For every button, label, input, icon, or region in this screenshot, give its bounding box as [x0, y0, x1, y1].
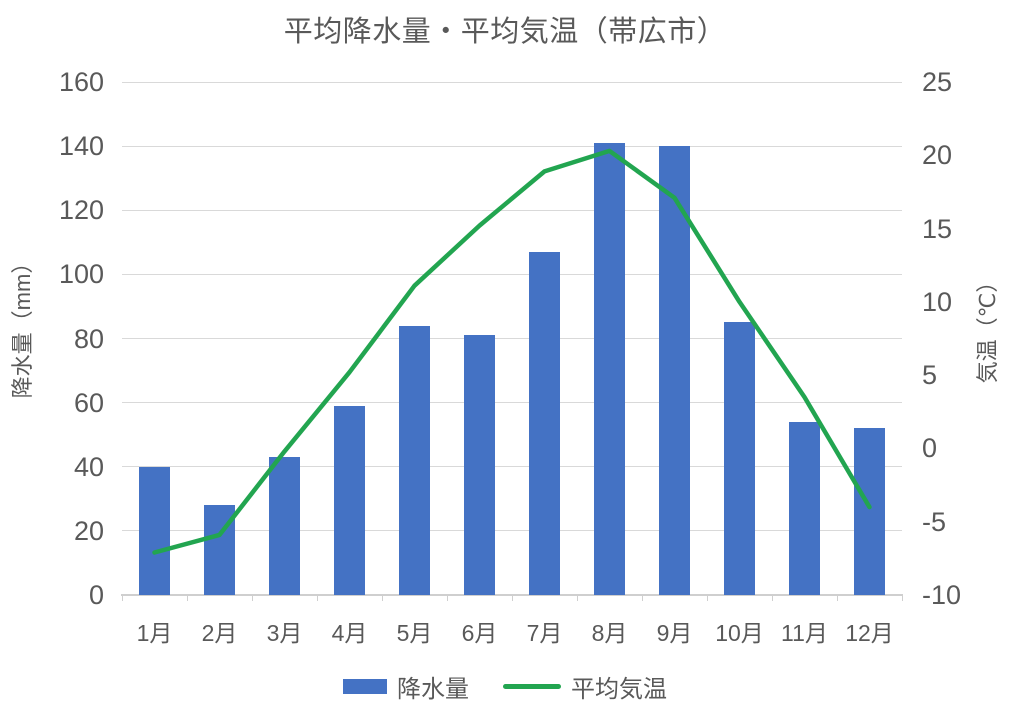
bar-3: [269, 457, 300, 595]
gridline-80: [122, 338, 902, 339]
gridline-20: [122, 530, 902, 532]
x-axis-label-9: 9月: [656, 620, 693, 646]
x-axis-label-1: 1月: [136, 620, 173, 646]
left-axis-tick-100: 100: [58, 259, 104, 290]
gridline-100: [122, 273, 902, 275]
right-axis-tick-20: 20: [922, 140, 953, 171]
gridline-160: [122, 81, 902, 83]
x-axis-tick: [512, 595, 513, 601]
bar-12: [854, 428, 885, 595]
right-axis-tick-0: 0: [922, 433, 938, 464]
x-axis-label-8: 8月: [591, 620, 628, 646]
x-axis-label-10: 10月: [715, 620, 764, 646]
bar-7: [529, 251, 560, 595]
gridline-140: [122, 145, 902, 147]
right-axis-tick-5: 5: [922, 360, 938, 391]
left-axis-tick-80: 80: [73, 323, 104, 354]
left-axis-tick-20: 20: [73, 515, 104, 546]
x-axis-tick: [902, 595, 903, 601]
bar-5: [399, 325, 430, 595]
gridline-40: [122, 466, 902, 468]
left-axis-tick-140: 140: [58, 131, 104, 162]
gridline-60: [122, 402, 902, 404]
legend-label-precipitation: 降水量: [397, 675, 469, 703]
right-axis-tick-10: 10: [922, 286, 953, 317]
left-axis-tick-60: 60: [73, 387, 104, 418]
bar-4: [334, 405, 365, 595]
legend-item-precipitation: 降水量: [343, 669, 469, 704]
x-axis-label-7: 7月: [526, 620, 563, 646]
left-axis-tick-0: 0: [88, 580, 104, 610]
x-axis-label-3: 3月: [266, 620, 303, 646]
bar-1: [139, 466, 170, 595]
x-axis-label-12: 12月: [845, 620, 894, 646]
right-axis-tick--5: -5: [922, 506, 947, 537]
right-axis-tick-25: 25: [922, 67, 953, 97]
x-axis-label-11: 11月: [781, 620, 828, 646]
temperature-line: [152, 148, 872, 555]
left-axis-tick-40: 40: [73, 451, 104, 482]
bar-11: [789, 421, 820, 595]
left-axis-tick-120: 120: [58, 195, 104, 226]
x-axis-tick: [642, 595, 643, 601]
chart-title: 平均降水量・平均気温（帯広市）: [283, 16, 727, 48]
x-axis-tick: [382, 595, 383, 601]
bar-10: [724, 322, 755, 595]
x-axis-label-6: 6月: [461, 620, 498, 646]
right-axis-tick--10: -10: [922, 580, 962, 610]
temperature-swatch-icon: [503, 683, 561, 689]
precipitation-swatch-icon: [343, 678, 387, 694]
right-axis-tick-15: 15: [922, 213, 953, 244]
bar-8: [594, 142, 625, 595]
x-axis-label-4: 4月: [331, 620, 368, 646]
x-axis-tick: [772, 595, 773, 601]
x-axis-tick: [252, 595, 253, 601]
gridline-120: [122, 209, 902, 211]
x-axis-tick: [837, 595, 838, 601]
x-axis-label-5: 5月: [396, 620, 433, 646]
x-axis-tick: [447, 595, 448, 601]
x-axis-tick: [122, 595, 123, 601]
legend: 降水量 平均気温: [0, 668, 1010, 704]
bar-9: [659, 146, 690, 595]
x-axis-tick: [317, 595, 318, 601]
plot-area: [121, 81, 903, 596]
x-axis-tick: [577, 595, 578, 601]
legend-item-temperature: 平均気温: [503, 669, 667, 704]
legend-label-temperature: 平均気温: [571, 675, 667, 703]
left-axis-tick-160: 160: [58, 67, 104, 97]
x-axis-tick: [187, 595, 188, 601]
x-axis-tick: [707, 595, 708, 601]
x-axis-label-2: 2月: [201, 620, 238, 646]
bar-6: [464, 335, 495, 595]
